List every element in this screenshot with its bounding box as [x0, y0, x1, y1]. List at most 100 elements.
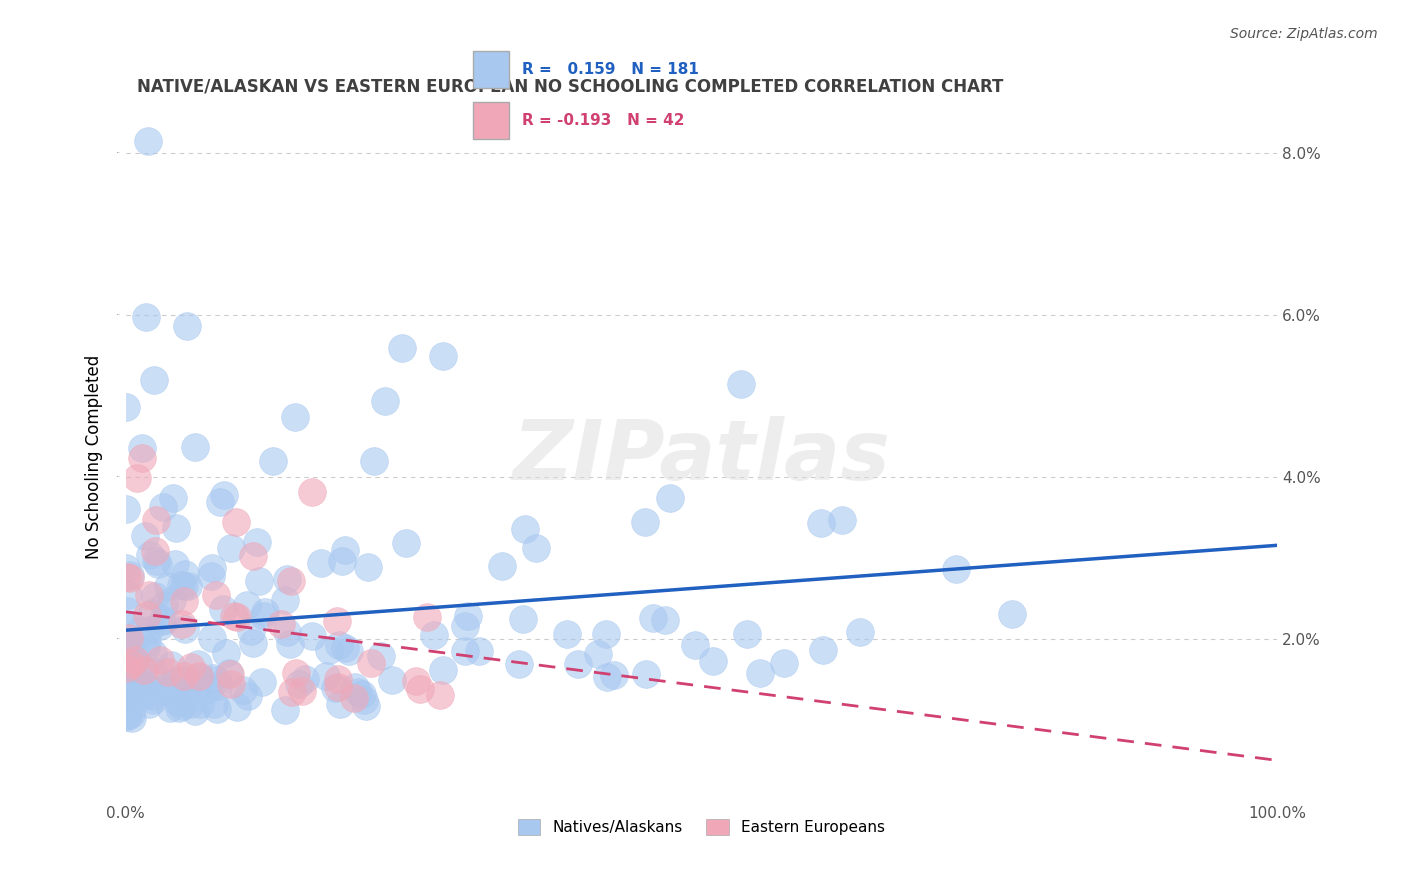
Point	[143, 543, 166, 558]
Point	[683, 638, 706, 652]
Point	[120, 568, 142, 582]
Point	[118, 657, 141, 672]
Point	[207, 679, 229, 693]
Point	[586, 647, 609, 661]
Point	[114, 641, 136, 656]
FancyBboxPatch shape	[472, 102, 509, 139]
Point	[163, 675, 186, 690]
Point	[142, 665, 165, 679]
Point	[115, 604, 138, 618]
Point	[129, 624, 152, 638]
Point	[350, 686, 373, 700]
Point	[749, 666, 772, 681]
Point	[173, 579, 195, 593]
Point	[145, 513, 167, 527]
Text: NATIVE/ALASKAN VS EASTERN EUROPEAN NO SCHOOLING COMPLETED CORRELATION CHART: NATIVE/ALASKAN VS EASTERN EUROPEAN NO SC…	[136, 78, 1004, 95]
Point	[309, 556, 332, 570]
Point	[236, 598, 259, 612]
Point	[117, 588, 139, 602]
Point	[225, 610, 247, 624]
Point	[124, 653, 146, 667]
Point	[735, 627, 758, 641]
Point	[281, 685, 304, 699]
Point	[115, 637, 138, 651]
Point	[294, 672, 316, 686]
Point	[491, 558, 513, 573]
Point	[330, 554, 353, 568]
Text: R = -0.193   N = 42: R = -0.193 N = 42	[523, 113, 685, 128]
Point	[634, 666, 657, 681]
Point	[205, 673, 228, 688]
Point	[188, 697, 211, 711]
Point	[284, 409, 307, 424]
Point	[160, 593, 183, 607]
Point	[128, 666, 150, 681]
Point	[177, 579, 200, 593]
Text: Source: ZipAtlas.com: Source: ZipAtlas.com	[1230, 27, 1378, 41]
Point	[169, 701, 191, 715]
Point	[142, 690, 165, 704]
Point	[224, 608, 246, 623]
Point	[405, 674, 427, 689]
Point	[831, 513, 853, 527]
Point	[145, 554, 167, 568]
Point	[131, 690, 153, 705]
Point	[280, 574, 302, 588]
Point	[557, 627, 579, 641]
FancyBboxPatch shape	[472, 51, 509, 88]
Point	[183, 440, 205, 454]
Point	[346, 685, 368, 699]
Point	[114, 710, 136, 724]
Point	[273, 592, 295, 607]
Point	[641, 610, 664, 624]
Point	[457, 609, 479, 624]
Point	[333, 543, 356, 558]
Point	[415, 609, 437, 624]
Point	[121, 711, 143, 725]
Point	[166, 696, 188, 710]
Point	[301, 629, 323, 643]
Point	[131, 451, 153, 466]
Point	[212, 602, 235, 616]
Point	[254, 605, 277, 619]
Point	[253, 609, 276, 624]
Point	[326, 614, 349, 628]
Point	[136, 634, 159, 648]
Point	[138, 588, 160, 602]
Point	[215, 646, 238, 660]
Point	[333, 640, 356, 655]
Point	[326, 672, 349, 686]
Point	[242, 636, 264, 650]
Point	[176, 673, 198, 688]
Point	[118, 653, 141, 667]
Point	[162, 491, 184, 506]
Point	[197, 681, 219, 696]
Point	[247, 574, 270, 588]
Point	[114, 501, 136, 516]
Point	[121, 637, 143, 651]
Point	[156, 684, 179, 698]
Point	[318, 643, 340, 657]
Point	[291, 684, 314, 698]
Point	[201, 632, 224, 646]
Point	[173, 593, 195, 607]
Point	[270, 617, 292, 632]
Point	[136, 608, 159, 623]
Point	[120, 706, 142, 721]
Point	[155, 613, 177, 627]
Point	[337, 644, 360, 658]
Point	[326, 680, 349, 694]
Point	[142, 646, 165, 660]
Point	[276, 625, 298, 640]
Point	[634, 516, 657, 530]
Point	[810, 516, 832, 530]
Point	[343, 690, 366, 705]
Point	[276, 572, 298, 586]
Point	[174, 566, 197, 581]
Point	[315, 669, 337, 683]
Point	[115, 661, 138, 675]
Point	[122, 683, 145, 698]
Point	[120, 657, 142, 672]
Point	[117, 654, 139, 668]
Point	[138, 697, 160, 711]
